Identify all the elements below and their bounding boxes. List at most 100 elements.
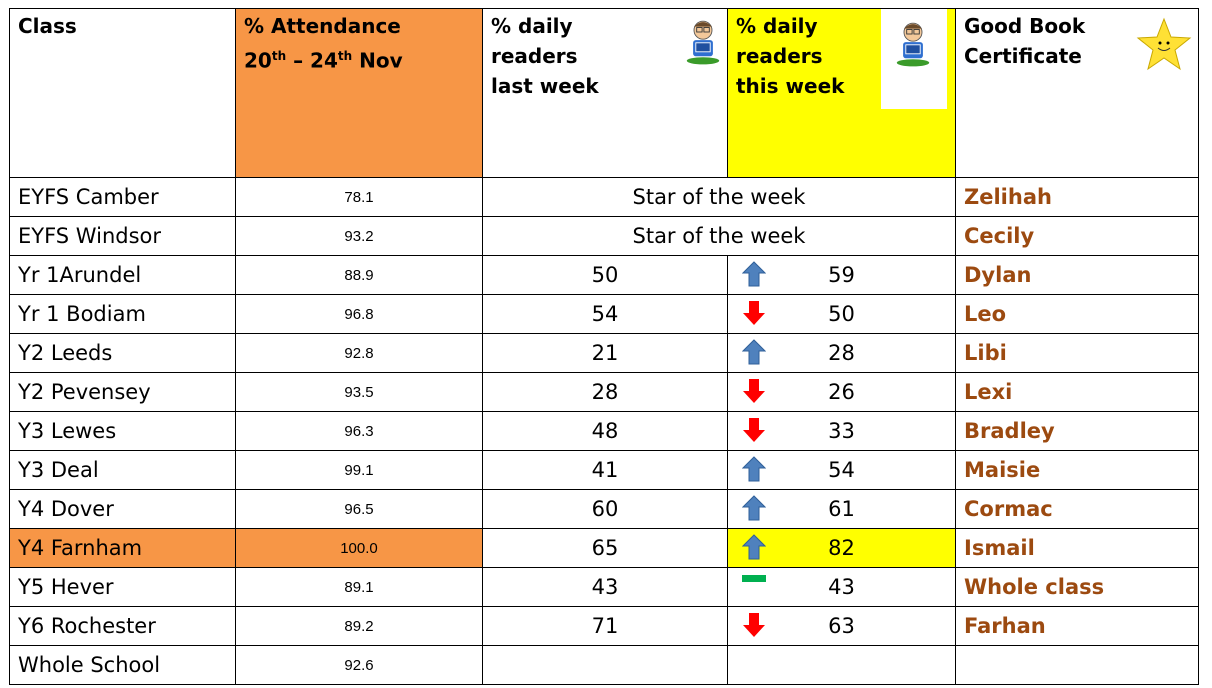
last-week-cell: 41 <box>483 451 728 490</box>
class-cell: Y4 Dover <box>10 490 236 529</box>
attendance-cell: 93.2 <box>236 217 483 256</box>
up-arrow <box>742 456 766 482</box>
this-week-value: 33 <box>828 419 855 443</box>
this-week-value: 63 <box>828 614 855 638</box>
star-cell: Star of the week <box>483 217 956 256</box>
empty-cell <box>483 646 728 685</box>
header-text: th <box>272 49 286 63</box>
this-week-value: 82 <box>828 536 855 560</box>
attendance-cell: 89.2 <box>236 607 483 646</box>
header-text: – 24 <box>293 49 338 73</box>
header-text: 20 <box>244 49 272 73</box>
this-week-cell: 54 <box>728 451 956 490</box>
header-cell: % daily readers last week <box>483 9 728 178</box>
up-arrow <box>742 534 766 560</box>
down-arrow <box>742 417 766 443</box>
this-week-cell: 63 <box>728 607 956 646</box>
this-week-cell: 61 <box>728 490 956 529</box>
header-text: % daily readers this week <box>736 11 846 101</box>
last-week-cell: 21 <box>483 334 728 373</box>
class-cell: Y3 Deal <box>10 451 236 490</box>
down-arrow <box>742 378 766 404</box>
this-week-value: 59 <box>828 263 855 287</box>
up-arrow <box>742 339 766 365</box>
last-week-cell: 50 <box>483 256 728 295</box>
reader-icon <box>881 9 947 109</box>
page: Class % Attendance20th – 24th Nov % dail… <box>0 0 1212 688</box>
empty-cell <box>728 646 956 685</box>
header-text: th <box>338 49 352 63</box>
attendance-cell: 99.1 <box>236 451 483 490</box>
class-cell: Y2 Leeds <box>10 334 236 373</box>
attendance-cell: 96.5 <box>236 490 483 529</box>
this-week-cell: 50 <box>728 295 956 334</box>
header-text: Good Book Certificate <box>964 11 1114 71</box>
class-cell: Yr 1Arundel <box>10 256 236 295</box>
attendance-cell: 92.6 <box>236 646 483 685</box>
last-week-cell: 65 <box>483 529 728 568</box>
star-cell: Star of the week <box>483 178 956 217</box>
star-icon <box>1136 17 1192 73</box>
certificate-cell: Bradley <box>956 412 1199 451</box>
this-week-cell: 33 <box>728 412 956 451</box>
last-week-cell: 43 <box>483 568 728 607</box>
this-week-value: 54 <box>828 458 855 482</box>
class-cell: Whole School <box>10 646 236 685</box>
empty-cell <box>956 646 1199 685</box>
certificate-cell: Maisie <box>956 451 1199 490</box>
attendance-cell: 93.5 <box>236 373 483 412</box>
certificate-cell: Libi <box>956 334 1199 373</box>
attendance-cell: 96.3 <box>236 412 483 451</box>
certificate-cell: Dylan <box>956 256 1199 295</box>
header-text: % Attendance <box>244 14 401 38</box>
certificate-cell: Lexi <box>956 373 1199 412</box>
this-week-cell: 26 <box>728 373 956 412</box>
attendance-cell: 100.0 <box>236 529 483 568</box>
this-week-cell: 59 <box>728 256 956 295</box>
this-week-value: 61 <box>828 497 855 521</box>
last-week-cell: 54 <box>483 295 728 334</box>
certificate-cell: Cecily <box>956 217 1199 256</box>
up-arrow <box>742 495 766 521</box>
down-arrow <box>742 300 766 326</box>
this-week-value: 43 <box>828 575 855 599</box>
certificate-cell: Cormac <box>956 490 1199 529</box>
no-change-dash <box>742 573 766 599</box>
last-week-cell: 28 <box>483 373 728 412</box>
attendance-cell: 96.8 <box>236 295 483 334</box>
class-cell: Y3 Lewes <box>10 412 236 451</box>
last-week-cell: 71 <box>483 607 728 646</box>
class-cell: EYFS Camber <box>10 178 236 217</box>
attendance-cell: 92.8 <box>236 334 483 373</box>
class-cell: Y2 Pevensey <box>10 373 236 412</box>
certificate-cell: Ismail <box>956 529 1199 568</box>
class-cell: EYFS Windsor <box>10 217 236 256</box>
class-cell: Y5 Hever <box>10 568 236 607</box>
last-week-cell: 60 <box>483 490 728 529</box>
header-cell: % daily readers this week <box>728 9 956 178</box>
down-arrow <box>742 612 766 638</box>
last-week-cell: 48 <box>483 412 728 451</box>
class-cell: Y4 Farnham <box>10 529 236 568</box>
certificate-cell: Whole class <box>956 568 1199 607</box>
header-text: % daily readers last week <box>491 11 621 101</box>
this-week-cell: 82 <box>728 529 956 568</box>
header-cell: Class <box>10 9 236 178</box>
attendance-cell: 89.1 <box>236 568 483 607</box>
